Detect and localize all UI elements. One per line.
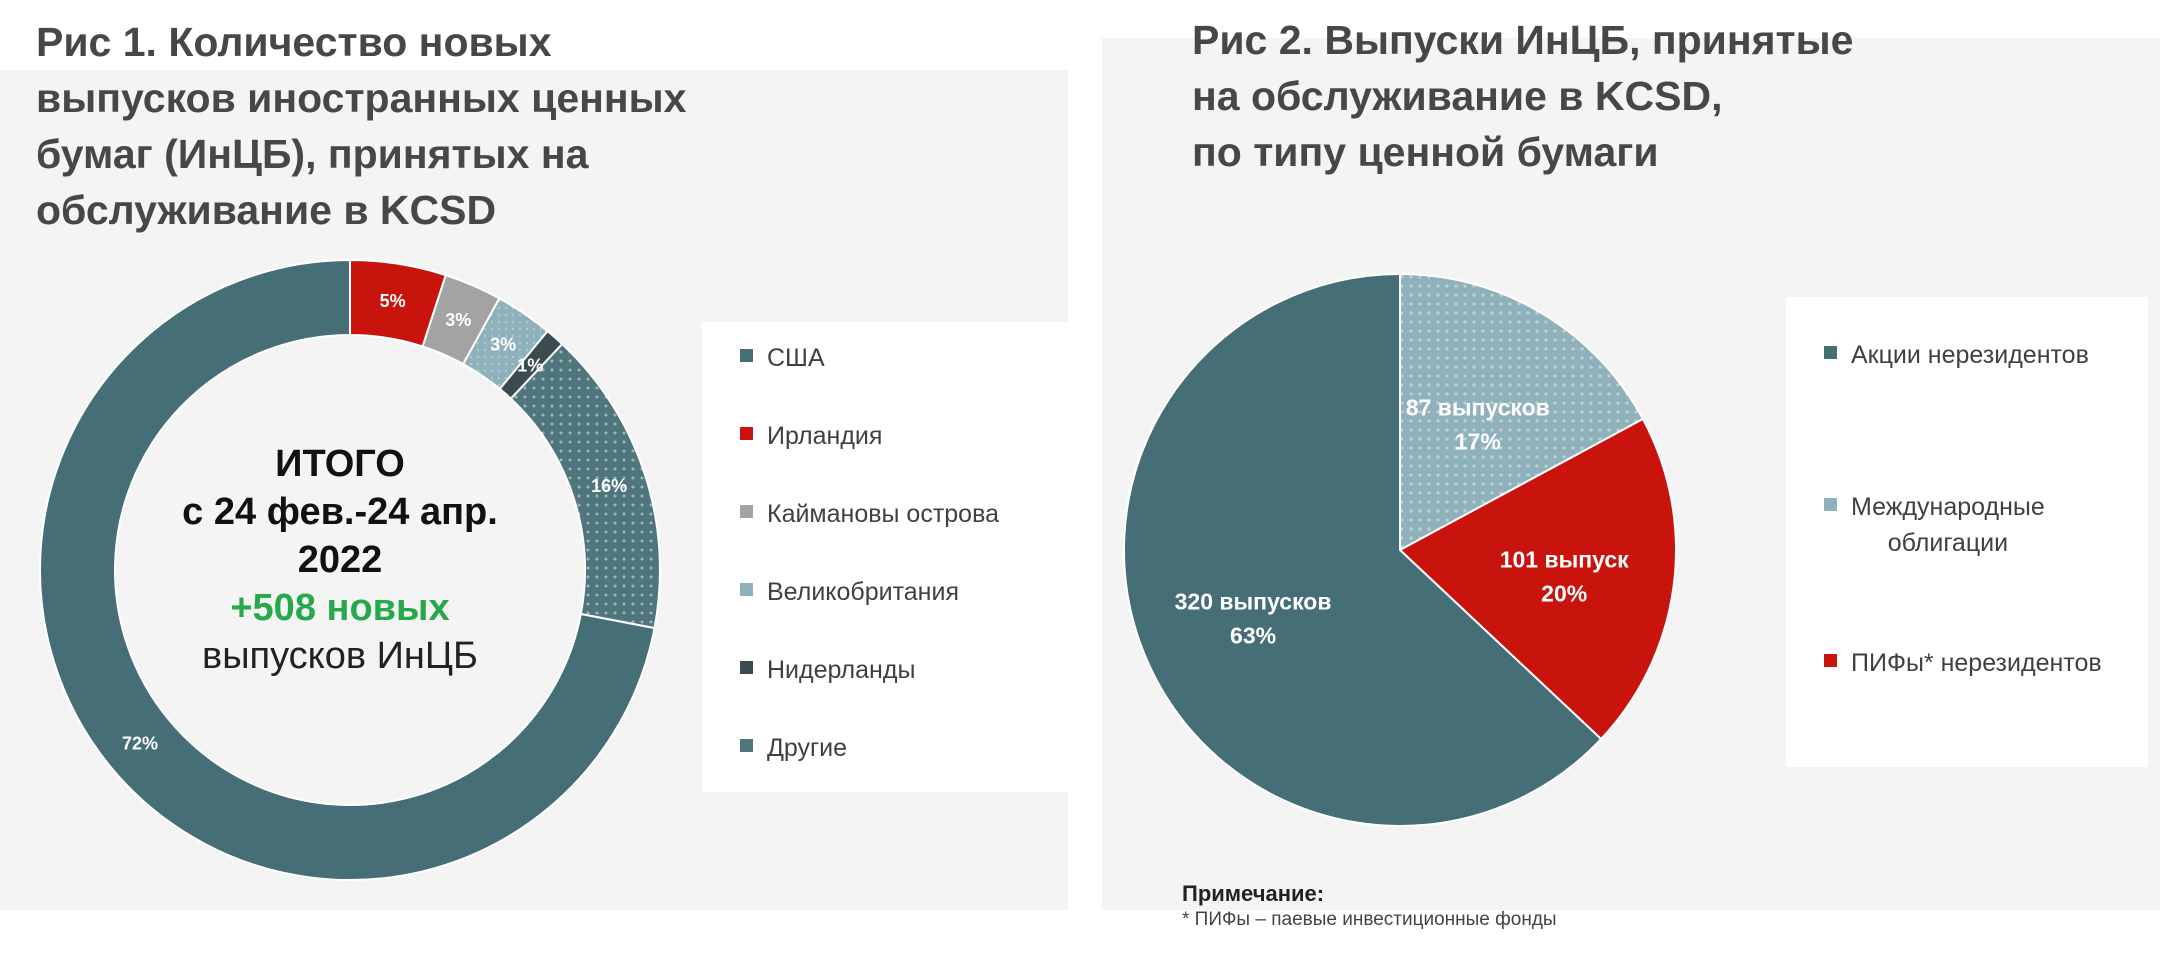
legend-swatch bbox=[740, 739, 753, 752]
legend-swatch bbox=[1824, 498, 1837, 511]
donut-data-label: 1% bbox=[517, 356, 543, 376]
legend-countries: США Ирландия Каймановы острова Великобритан… bbox=[702, 322, 1068, 792]
legend-label: ПИФы* нерезидентов bbox=[1851, 649, 2102, 677]
legend-swatch bbox=[740, 661, 753, 674]
pie-slice-stocks bbox=[1123, 272, 1603, 827]
pie-slice-texture bbox=[1400, 274, 1643, 550]
donut-data-label: 3% bbox=[445, 310, 471, 330]
legend-label: Другие bbox=[767, 734, 848, 762]
donut-data-label: 72% bbox=[122, 734, 158, 754]
footnote: Примечание: * ПИФы – паевые инвестиционн… bbox=[1182, 880, 1557, 932]
pie-data-label-count: 320 выпусков bbox=[1175, 589, 1332, 615]
legend-label: США bbox=[767, 344, 825, 372]
pie-data-label-percent: 63% bbox=[1230, 623, 1276, 649]
legend-item-funds: ПИФы* нерезидентов bbox=[1824, 645, 2102, 681]
pie-data-label-percent: 17% bbox=[1455, 429, 1501, 455]
pie-data-label-count: 101 выпуск bbox=[1500, 546, 1629, 572]
legend-security-types: Акции нерезидентов Международные облигаци… bbox=[1786, 297, 2148, 767]
footnote-title: Примечание: bbox=[1182, 881, 1325, 906]
legend-swatch bbox=[740, 349, 753, 362]
legend-label: Великобритания bbox=[767, 578, 959, 606]
legend-label: Ирландия bbox=[767, 422, 883, 450]
donut-slice-texture bbox=[463, 298, 548, 389]
footnote-text: * ПИФы – паевые инвестиционные фонды bbox=[1182, 909, 1557, 930]
legend-item-bonds: Международные облигации bbox=[1824, 489, 2045, 561]
donut-center-summary: ИТОГО с 24 фев.-24 апр. 2022 +508 новых … bbox=[160, 440, 520, 680]
period-label: с 24 фев.-24 апр. bbox=[182, 491, 498, 533]
year-label: 2022 bbox=[297, 539, 383, 581]
legend-item-каймановы-острова: Каймановы острова bbox=[740, 496, 999, 532]
pie-data-label-count: 87 выпусков bbox=[1406, 395, 1550, 421]
legend-swatch bbox=[1824, 654, 1837, 667]
legend-item-нидерланды: Нидерланды bbox=[740, 652, 915, 688]
legend-label: Нидерланды bbox=[767, 656, 916, 684]
donut-slice-texture bbox=[510, 344, 660, 629]
donut-data-label: 5% bbox=[380, 291, 406, 311]
legend-label: Международные облигации bbox=[1851, 493, 2045, 557]
legend-swatch bbox=[740, 505, 753, 518]
legend-label: Акции нерезидентов bbox=[1851, 341, 2089, 369]
legend-item-другие: Другие bbox=[740, 730, 847, 766]
figure-2-title: Рис 2. Выпуски ИнЦБ, принятые на обслужи… bbox=[1192, 17, 1854, 175]
legend-swatch bbox=[740, 427, 753, 440]
legend-item-сша: США bbox=[740, 340, 825, 376]
donut-chart-countries: 5%3%3%1%16%72% bbox=[39, 258, 661, 881]
figure-1-title: Рис 1. Количество новых выпусков иностра… bbox=[36, 19, 687, 233]
total-label: ИТОГО bbox=[275, 443, 405, 485]
pie-chart-security-types: 87 выпусков 17% 101 выпуск 20% 320 выпусков 6… bbox=[1123, 272, 1677, 827]
securities-label: выпусков ИнЦБ bbox=[202, 635, 478, 677]
donut-data-label: 16% bbox=[591, 476, 627, 496]
pie-data-label-percent: 20% bbox=[1541, 580, 1587, 606]
legend-label: Каймановы острова bbox=[767, 500, 999, 528]
new-count-label: +508 новых bbox=[230, 587, 450, 629]
donut-slice-сша bbox=[39, 258, 656, 881]
legend-item-stocks: Акции нерезидентов bbox=[1824, 337, 2089, 373]
donut-data-label: 3% bbox=[490, 335, 516, 355]
legend-item-ирландия: Ирландия bbox=[740, 418, 882, 454]
legend-swatch bbox=[740, 583, 753, 596]
legend-swatch bbox=[1824, 346, 1837, 359]
legend-item-великобритания: Великобритания bbox=[740, 574, 959, 610]
pie-slice-funds bbox=[1398, 417, 1677, 741]
